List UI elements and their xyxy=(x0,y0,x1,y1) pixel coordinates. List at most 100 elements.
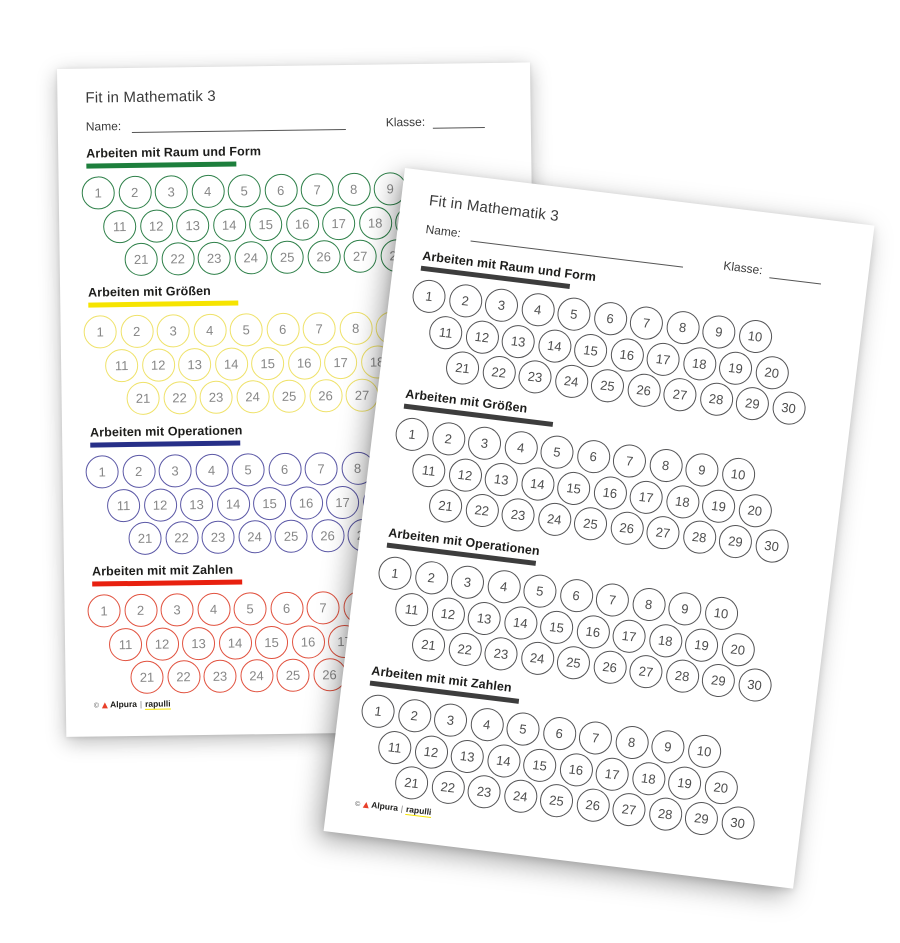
answer-circle: 1 xyxy=(393,415,431,453)
answer-circle: 9 xyxy=(649,728,687,766)
section-color-bar xyxy=(86,161,237,169)
answer-circle: 12 xyxy=(429,595,467,632)
answer-circle: 20 xyxy=(736,491,774,529)
answer-circle: 27 xyxy=(644,514,682,552)
answer-circle: 4 xyxy=(196,592,231,627)
answer-circle: 17 xyxy=(323,345,358,379)
answer-circle: 3 xyxy=(432,701,469,739)
answer-circle: 19 xyxy=(717,349,755,387)
answer-circle: 25 xyxy=(270,240,304,275)
answer-circle: 19 xyxy=(700,487,738,525)
answer-circle: 23 xyxy=(465,773,503,811)
answer-circle: 24 xyxy=(552,362,590,400)
answer-circle: 13 xyxy=(181,626,216,660)
logo-triangle-icon xyxy=(102,701,109,708)
answer-circle: 6 xyxy=(540,715,578,752)
answer-circle: 16 xyxy=(591,474,629,511)
answer-circle: 13 xyxy=(179,487,214,521)
answer-circle: 3 xyxy=(449,563,486,601)
answer-circle: 13 xyxy=(177,347,212,381)
answer-circle: 16 xyxy=(289,485,323,520)
answer-circle: 3 xyxy=(156,314,190,348)
answer-circle: 4 xyxy=(190,174,225,209)
answer-circle: 5 xyxy=(521,572,559,610)
answer-circle: 18 xyxy=(630,759,667,797)
answer-circle: 21 xyxy=(427,487,465,525)
answer-circle: 3 xyxy=(154,175,188,209)
answer-circle: 6 xyxy=(263,173,298,208)
answer-circle: 8 xyxy=(630,586,668,623)
answer-circle: 11 xyxy=(106,488,141,522)
answer-circle: 22 xyxy=(160,242,195,276)
answer-circle: 14 xyxy=(536,327,573,364)
answer-circle: 12 xyxy=(141,347,175,382)
answer-circle: 10 xyxy=(685,732,723,770)
answer-circle: 17 xyxy=(627,478,665,516)
front-page: Fit in Mathematik 3 Name: Klasse: Arbeit… xyxy=(323,168,875,889)
answer-circle: 9 xyxy=(683,451,721,489)
answer-circle: 11 xyxy=(104,348,139,382)
answer-circle: 17 xyxy=(644,340,682,378)
section-color-bar xyxy=(88,300,239,308)
answer-circle: 2 xyxy=(429,420,467,458)
answer-circle: 12 xyxy=(446,456,484,493)
answer-circle: 17 xyxy=(610,617,648,655)
answer-circle: 16 xyxy=(285,206,319,241)
answer-circle: 26 xyxy=(306,240,341,274)
answer-circle: 21 xyxy=(393,764,431,802)
answer-circle: 20 xyxy=(719,630,757,668)
publisher-logo: © Alpura | rapulli xyxy=(94,698,171,710)
answer-circle: 25 xyxy=(276,658,310,692)
answer-circle: 23 xyxy=(201,520,235,555)
answer-circle: 18 xyxy=(664,482,701,520)
answer-circle: 28 xyxy=(680,518,718,556)
answer-circle: 4 xyxy=(468,706,506,744)
answer-circle: 13 xyxy=(175,208,210,242)
answer-circle: 24 xyxy=(535,500,573,538)
answer-circle: 4 xyxy=(192,313,227,348)
answer-circle: 27 xyxy=(627,653,665,691)
answer-circle: 24 xyxy=(235,380,270,414)
answer-circle: 23 xyxy=(516,358,554,396)
answer-circle: 11 xyxy=(102,209,137,243)
answer-circle: 2 xyxy=(412,559,450,597)
section-color-bar xyxy=(90,440,241,448)
answer-circle: 16 xyxy=(608,336,646,373)
answer-circle: 23 xyxy=(199,380,233,415)
answer-circle: 26 xyxy=(625,371,663,409)
answer-circle: 16 xyxy=(557,750,595,788)
answer-circle: 30 xyxy=(753,527,791,565)
answer-circle: 4 xyxy=(502,429,540,467)
answer-circle: 21 xyxy=(130,660,164,695)
answer-circle: 6 xyxy=(557,577,595,614)
answer-circle: 20 xyxy=(753,353,791,391)
answer-circle: 7 xyxy=(306,591,340,625)
answer-circle: 7 xyxy=(300,173,334,207)
answer-circle: 5 xyxy=(504,710,542,748)
answer-circle: 15 xyxy=(555,469,593,507)
answer-circle: 25 xyxy=(589,367,626,405)
answer-circle: 1 xyxy=(83,315,117,349)
answer-circle: 7 xyxy=(611,442,648,480)
answer-circle: 8 xyxy=(647,447,685,484)
answer-circle: 1 xyxy=(87,594,121,628)
answer-circle: 14 xyxy=(216,486,250,521)
answer-circle: 16 xyxy=(291,624,325,659)
answer-circle: 8 xyxy=(664,309,702,346)
answer-circle: 17 xyxy=(325,485,360,519)
answer-circle: 21 xyxy=(410,626,447,664)
answer-circle: 9 xyxy=(700,313,738,351)
answer-circle: 5 xyxy=(538,433,576,471)
answer-circle: 7 xyxy=(302,312,336,346)
answer-circle: 8 xyxy=(336,172,371,207)
answer-circle: 2 xyxy=(121,454,156,489)
answer-circle: 5 xyxy=(231,453,265,487)
answer-circle: 28 xyxy=(646,795,684,833)
answer-circle: 11 xyxy=(108,627,143,661)
answer-circle: 30 xyxy=(719,804,757,842)
answer-circle: 29 xyxy=(733,385,771,422)
answer-circle: 10 xyxy=(719,455,757,493)
logo-triangle-icon xyxy=(362,801,370,808)
answer-circle: 9 xyxy=(666,590,704,628)
